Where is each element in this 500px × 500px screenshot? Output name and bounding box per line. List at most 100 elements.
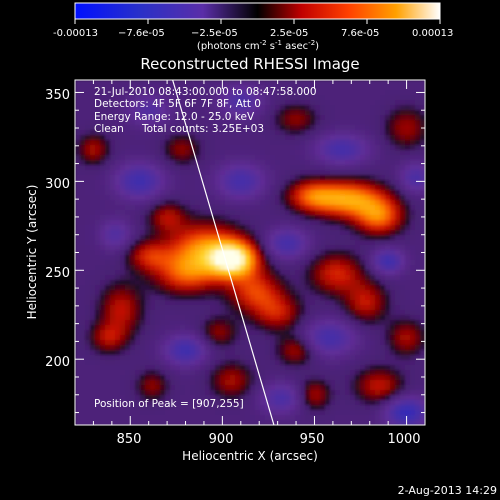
heatmap-cell	[325, 185, 331, 191]
heatmap-cell	[185, 90, 191, 96]
heatmap-cell	[340, 290, 346, 296]
heatmap-cell	[335, 195, 341, 201]
heatmap-cell	[160, 335, 166, 341]
heatmap-cell	[160, 360, 166, 366]
heatmap-cell	[290, 200, 296, 206]
heatmap-cell	[105, 325, 111, 331]
heatmap-cell	[300, 220, 306, 226]
heatmap-cell	[85, 280, 91, 286]
heatmap-cell	[100, 135, 106, 141]
heatmap-cell	[360, 420, 366, 425]
heatmap-cell	[345, 275, 351, 281]
heatmap-cell	[255, 140, 261, 146]
heatmap-cell	[110, 250, 116, 256]
heatmap-cell	[290, 290, 296, 296]
heatmap-cell	[240, 160, 246, 166]
heatmap-cell	[210, 295, 216, 301]
heatmap-cell	[230, 260, 236, 266]
heatmap-cell	[295, 240, 301, 246]
heatmap-cell	[395, 170, 401, 176]
heatmap-cell	[365, 390, 371, 396]
heatmap-cell	[195, 300, 201, 306]
heatmap-cell	[245, 395, 251, 401]
heatmap-cell	[370, 80, 376, 86]
heatmap-cell	[145, 145, 151, 151]
heatmap-cell	[300, 235, 306, 241]
heatmap-cell	[280, 255, 286, 261]
heatmap-cell	[235, 355, 241, 361]
heatmap-cell	[290, 95, 296, 101]
heatmap-cell	[150, 115, 156, 121]
heatmap-cell	[200, 85, 206, 91]
heatmap-cell	[315, 325, 321, 331]
heatmap-cell	[225, 410, 231, 416]
heatmap-cell	[105, 155, 111, 161]
heatmap-cell	[330, 100, 336, 106]
heatmap-cell	[245, 310, 251, 316]
heatmap-cell	[420, 335, 425, 341]
heatmap-cell	[235, 225, 241, 231]
heatmap-cell	[85, 150, 91, 156]
heatmap-cell	[300, 205, 306, 211]
heatmap-cell	[85, 360, 91, 366]
heatmap-cell	[260, 260, 266, 266]
heatmap-cell	[395, 280, 401, 286]
heatmap-cell	[140, 405, 146, 411]
heatmap-cell	[390, 80, 396, 86]
heatmap-cell	[120, 135, 126, 141]
heatmap-cell	[305, 200, 311, 206]
heatmap-cell	[400, 230, 406, 236]
heatmap-cell	[250, 305, 256, 311]
heatmap-cell	[285, 390, 291, 396]
heatmap-cell	[325, 90, 331, 96]
heatmap-cell	[115, 260, 121, 266]
heatmap-cell	[275, 150, 281, 156]
heatmap-cell	[95, 350, 101, 356]
heatmap-cell	[300, 245, 306, 251]
heatmap-cell	[365, 115, 371, 121]
heatmap-cell	[235, 235, 241, 241]
heatmap-cell	[325, 85, 331, 91]
heatmap-cell	[320, 305, 326, 311]
heatmap-cell	[385, 280, 391, 286]
heatmap-cell	[405, 270, 411, 276]
heatmap-cell	[175, 240, 181, 246]
heatmap-cell	[375, 230, 381, 236]
heatmap-cell	[165, 135, 171, 141]
heatmap-cell	[340, 415, 346, 421]
heatmap-cell	[315, 240, 321, 246]
heatmap-cell	[240, 235, 246, 241]
heatmap-cell	[215, 330, 221, 336]
heatmap-cell	[345, 165, 351, 171]
heatmap-cell	[280, 195, 286, 201]
heatmap-cell	[220, 290, 226, 296]
heatmap-cell	[240, 345, 246, 351]
heatmap-cell	[290, 110, 296, 116]
heatmap-cell	[270, 410, 276, 416]
heatmap-cell	[285, 175, 291, 181]
heatmap-cell	[300, 90, 306, 96]
heatmap-cell	[105, 215, 111, 221]
heatmap-cell	[170, 250, 176, 256]
heatmap-cell	[120, 295, 126, 301]
heatmap-cell	[420, 95, 425, 101]
heatmap-cell	[375, 225, 381, 231]
heatmap-cell	[350, 315, 356, 321]
heatmap-cell	[285, 275, 291, 281]
heatmap-cell	[400, 410, 406, 416]
heatmap-cell	[135, 180, 141, 186]
heatmap-cell	[85, 210, 91, 216]
heatmap-cell	[175, 385, 181, 391]
heatmap-cell	[205, 405, 211, 411]
heatmap-cell	[215, 390, 221, 396]
heatmap-cell	[255, 350, 261, 356]
heatmap-cell	[95, 125, 101, 131]
heatmap-cell	[160, 275, 166, 281]
heatmap-cell	[175, 395, 181, 401]
heatmap-cell	[245, 210, 251, 216]
x-axis-label: Heliocentric X (arcsec)	[182, 449, 318, 463]
heatmap-cell	[310, 415, 316, 421]
heatmap-cell	[135, 350, 141, 356]
heatmap-cell	[345, 170, 351, 176]
heatmap-cell	[255, 370, 261, 376]
